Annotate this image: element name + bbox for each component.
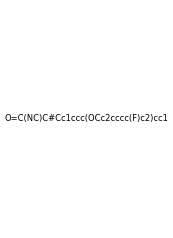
Text: O=C(NC)C#Cc1ccc(OCc2cccc(F)c2)cc1: O=C(NC)C#Cc1ccc(OCc2cccc(F)c2)cc1 <box>4 114 169 124</box>
